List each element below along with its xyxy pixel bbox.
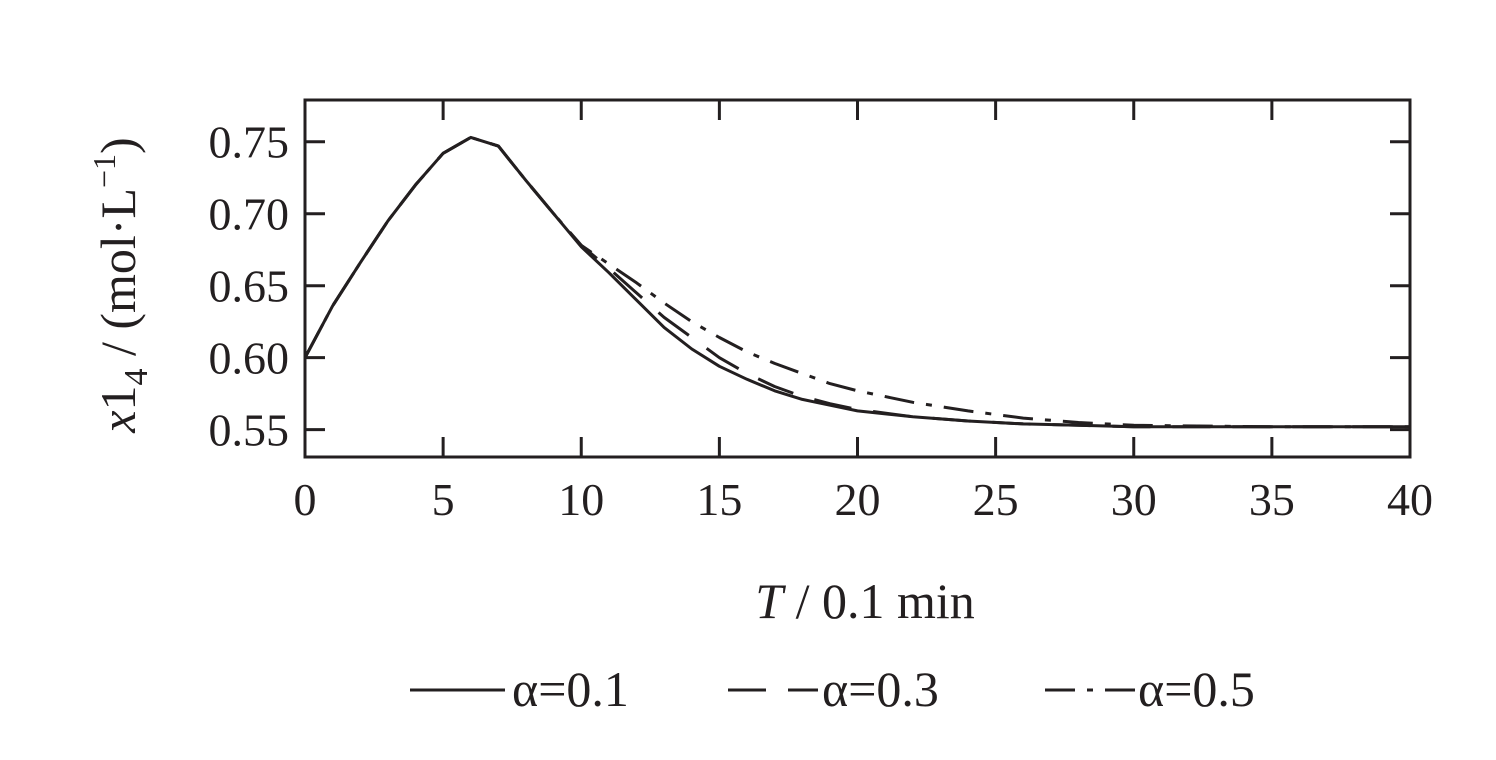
legend-label-1: α=0.3 — [822, 661, 939, 717]
x-tick-label: 40 — [1387, 474, 1433, 525]
x-tick-label: 15 — [696, 474, 742, 525]
y-label-var: x — [90, 411, 146, 434]
y-label-unit: / (mol·L — [90, 188, 146, 369]
legend-label-2: α=0.5 — [1138, 661, 1255, 717]
x-tick-label: 35 — [1249, 474, 1295, 525]
y-tick-label: 0.65 — [209, 261, 290, 312]
x-tick-label: 20 — [835, 474, 881, 525]
plot-frame — [303, 98, 1412, 459]
y-label-close: ) — [90, 137, 146, 154]
x-tick-label: 25 — [973, 474, 1019, 525]
y-label-num: 1 — [90, 386, 146, 411]
legend-label-0: α=0.1 — [512, 661, 629, 717]
y-tick-label: 0.70 — [209, 189, 290, 240]
x-tick-label: 30 — [1111, 474, 1157, 525]
y-tick-label: 0.75 — [209, 117, 290, 168]
y-tick-label: 0.60 — [209, 333, 290, 384]
x-label-unit: / 0.1 min — [783, 573, 975, 629]
series-line-solid — [303, 135, 1410, 429]
series-line-dashed — [303, 135, 1410, 429]
y-label-sup: −1 — [86, 154, 122, 188]
x-tick-label: 0 — [294, 474, 317, 525]
y-tick-label: 0.55 — [209, 405, 290, 456]
y-axis-label: x14 / (mol·L−1) — [86, 137, 155, 433]
axis-ticks: 0 5 10 15 20 25 30 35 40 0.55 0.60 0.65 0.70 0.75 — [209, 100, 1433, 525]
plot-lines — [303, 135, 1410, 429]
legend: α=0.1 α=0.3 α=0.5 — [410, 661, 1255, 717]
y-label-sub: 4 — [118, 369, 155, 386]
series-line-dashdot — [303, 135, 1410, 429]
x-axis-label: T / 0.1 min — [755, 573, 975, 629]
x-label-var: T — [755, 573, 786, 629]
x-tick-label: 5 — [432, 474, 455, 525]
x-tick-label: 10 — [558, 474, 604, 525]
